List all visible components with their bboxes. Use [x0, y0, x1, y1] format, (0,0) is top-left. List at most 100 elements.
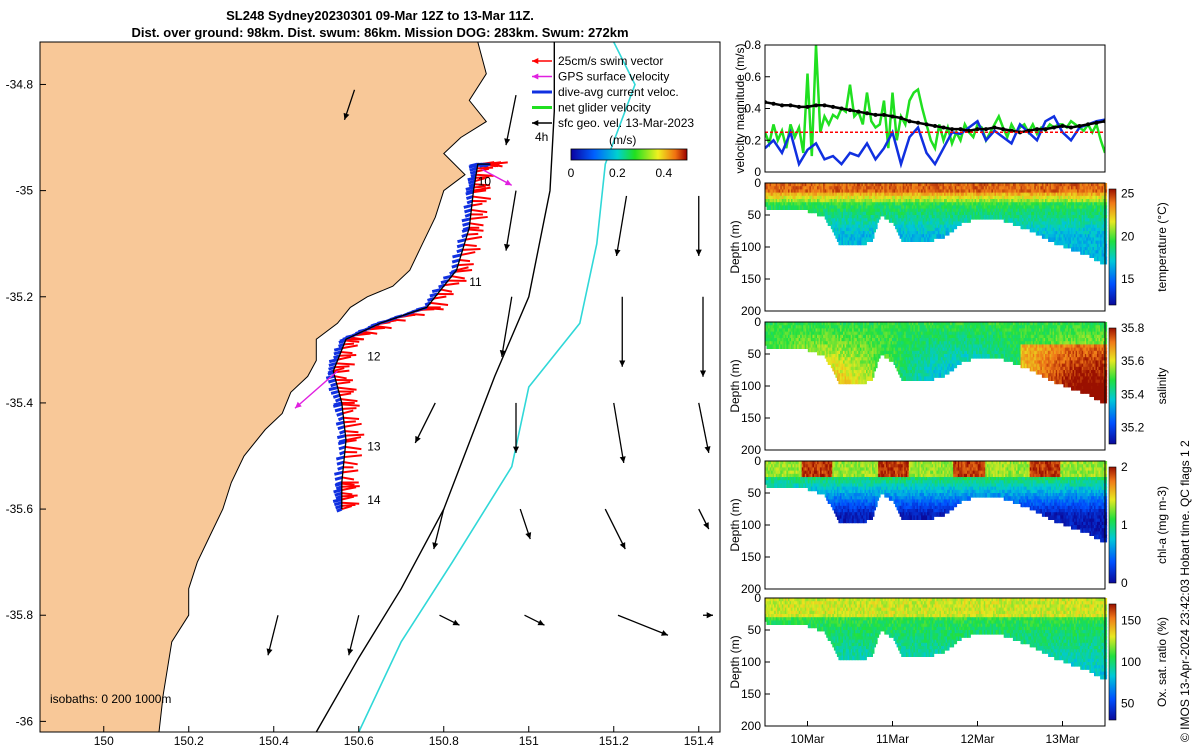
section-cell — [1075, 195, 1078, 201]
section-cell — [892, 186, 895, 191]
section-cell — [960, 215, 964, 220]
section-cell — [898, 221, 901, 226]
section-cell — [974, 186, 977, 191]
section-cell — [1058, 240, 1062, 246]
section-cell — [781, 199, 785, 204]
section-cell — [833, 205, 837, 210]
section-cell — [768, 186, 771, 191]
section-cell — [1020, 205, 1023, 210]
section-cell — [1055, 224, 1059, 230]
section-cell — [1060, 199, 1063, 204]
section-cell — [951, 195, 955, 201]
section-cell — [1078, 195, 1082, 201]
section-cell — [937, 189, 941, 194]
dive-avg-vector — [335, 420, 345, 426]
section-cell — [820, 208, 823, 214]
section-cell — [1066, 218, 1069, 223]
section-cell — [985, 208, 988, 214]
section-cell — [893, 221, 896, 226]
section-cell — [1043, 199, 1046, 204]
section-cell — [873, 224, 876, 230]
section-cell — [989, 205, 993, 210]
section-cell — [823, 199, 826, 204]
section-cell — [806, 189, 809, 194]
section-cell — [1090, 192, 1094, 198]
section-cell — [810, 186, 814, 191]
section-cell — [1045, 199, 1048, 204]
section-cell — [791, 186, 794, 191]
section-cell — [931, 186, 935, 191]
section-cell — [996, 215, 999, 220]
section-cell — [939, 189, 942, 194]
section-cell — [959, 205, 962, 210]
section-cell — [798, 183, 802, 188]
section-cell — [784, 195, 788, 201]
section-cell — [950, 218, 953, 223]
section-cell — [1066, 221, 1069, 226]
section-cell — [872, 192, 875, 198]
section-cell — [875, 205, 878, 210]
section-cell — [873, 208, 876, 214]
section-cell — [1052, 199, 1055, 204]
section-cell — [864, 221, 867, 226]
section-cell — [1009, 192, 1013, 198]
section-cell — [967, 189, 970, 194]
section-cell — [1002, 211, 1005, 217]
section-cell — [862, 192, 866, 198]
section-cell — [862, 215, 866, 220]
section-cell — [768, 199, 771, 204]
velocity-series-line — [765, 114, 1105, 169]
section-cell — [999, 183, 1002, 188]
section-cell — [930, 183, 933, 188]
section-cell — [1090, 250, 1094, 255]
section-cell — [1075, 211, 1078, 217]
section-cell — [1045, 192, 1048, 198]
section-cell — [769, 205, 772, 210]
section-cell — [1087, 221, 1091, 226]
dive-avg-vector — [328, 358, 339, 364]
section-cell — [904, 183, 907, 188]
section-cell — [814, 183, 817, 188]
section-cell — [988, 202, 991, 207]
section-cell — [812, 189, 815, 194]
section-cell — [910, 205, 913, 210]
section-cell — [846, 202, 849, 207]
section-cell — [934, 195, 938, 201]
section-cell — [980, 186, 984, 191]
section-cell — [859, 202, 863, 207]
section-cell — [1090, 202, 1094, 207]
section-cell — [914, 199, 918, 204]
section-cell — [777, 195, 780, 201]
dive-avg-vector — [334, 397, 342, 403]
section-cell — [951, 208, 955, 214]
section-cell — [902, 234, 906, 239]
section-cell — [873, 215, 876, 220]
section-ytick-label: 150 — [741, 272, 761, 286]
section-cell — [930, 237, 933, 242]
section-cell — [832, 199, 835, 204]
section-cell — [861, 211, 864, 217]
section-cell — [994, 215, 997, 220]
section-cell — [885, 183, 889, 188]
section-cell — [850, 195, 854, 201]
section-cell — [801, 183, 805, 188]
section-cell — [844, 215, 847, 220]
section-cell — [1097, 227, 1100, 233]
section-cell — [1009, 218, 1013, 223]
section-cell — [1005, 218, 1008, 223]
section-cell — [798, 195, 802, 201]
section-cell — [1014, 218, 1017, 223]
section-cell — [1054, 218, 1057, 223]
section-cell — [911, 208, 915, 214]
section-cell — [939, 183, 942, 188]
section-cell — [1034, 205, 1037, 210]
section-cell — [1035, 199, 1039, 204]
section-cell — [913, 231, 916, 236]
section-cell — [769, 199, 772, 204]
section-cell — [950, 195, 953, 201]
section-cell — [927, 218, 930, 223]
section-cell — [841, 231, 844, 236]
section-cell — [1100, 211, 1103, 217]
section-cell — [1098, 202, 1101, 207]
section-cell — [1040, 218, 1043, 223]
